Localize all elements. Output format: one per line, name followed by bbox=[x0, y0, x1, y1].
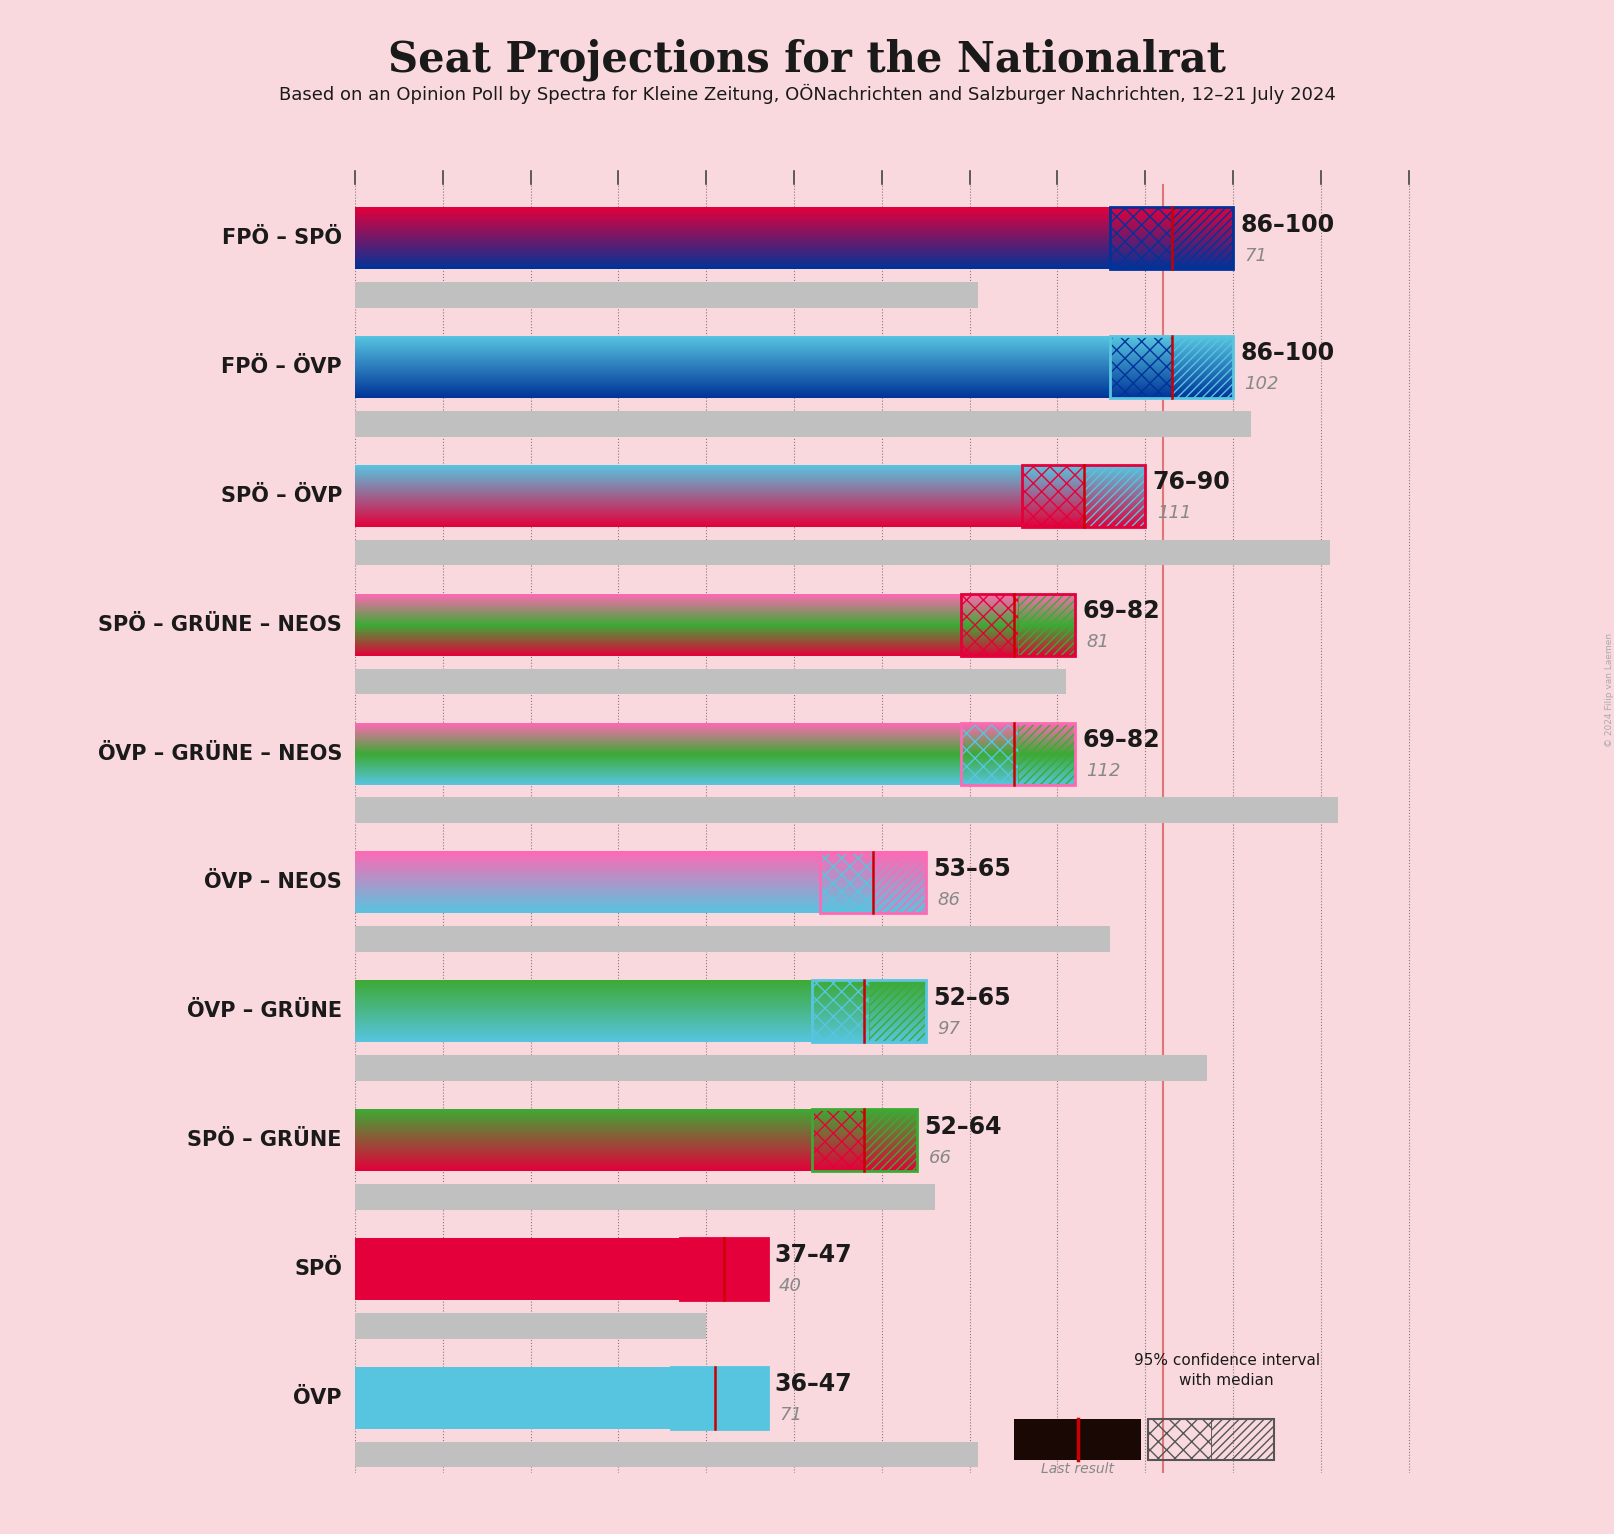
Bar bbox=[355, 1055, 1207, 1081]
Bar bbox=[671, 1367, 768, 1428]
Bar bbox=[868, 980, 926, 1042]
Text: 86–100: 86–100 bbox=[1240, 213, 1335, 236]
Text: 40: 40 bbox=[780, 1278, 802, 1295]
Text: 97: 97 bbox=[938, 1020, 960, 1037]
Bar bbox=[679, 1238, 723, 1299]
Text: Seat Projections for the Nationalrat: Seat Projections for the Nationalrat bbox=[387, 38, 1227, 81]
Text: © 2024 Filip van Laemen: © 2024 Filip van Laemen bbox=[1604, 634, 1614, 747]
Bar bbox=[355, 1313, 707, 1339]
Text: 95% confidence interval
with median: 95% confidence interval with median bbox=[1133, 1353, 1320, 1388]
Text: SPÖ – GRÜNE: SPÖ – GRÜNE bbox=[187, 1131, 342, 1150]
Bar bbox=[355, 282, 978, 308]
Text: 71: 71 bbox=[1244, 247, 1267, 264]
Bar bbox=[820, 851, 873, 913]
Bar bbox=[1210, 1419, 1273, 1460]
Text: 36–47: 36–47 bbox=[775, 1373, 852, 1396]
Bar bbox=[1018, 723, 1075, 784]
Text: 37–47: 37–47 bbox=[775, 1244, 852, 1267]
Text: 66: 66 bbox=[928, 1149, 951, 1166]
Bar bbox=[720, 1367, 768, 1428]
Text: 52–65: 52–65 bbox=[933, 986, 1010, 1009]
Bar bbox=[960, 723, 1018, 784]
Text: ÖVP – GRÜNE – NEOS: ÖVP – GRÜNE – NEOS bbox=[97, 744, 342, 764]
Bar bbox=[812, 1109, 865, 1170]
Bar bbox=[1148, 1419, 1210, 1460]
Bar bbox=[960, 723, 1075, 784]
Bar bbox=[355, 798, 1338, 824]
Text: SPÖ – GRÜNE – NEOS: SPÖ – GRÜNE – NEOS bbox=[98, 615, 342, 635]
Text: 76–90: 76–90 bbox=[1152, 471, 1230, 494]
Bar bbox=[812, 1109, 917, 1170]
Bar bbox=[723, 1238, 768, 1299]
Text: 81: 81 bbox=[1086, 634, 1109, 650]
Bar bbox=[355, 1442, 978, 1468]
Text: FPÖ – SPÖ: FPÖ – SPÖ bbox=[221, 229, 342, 249]
Bar bbox=[355, 411, 1251, 437]
Text: 86–100: 86–100 bbox=[1240, 342, 1335, 365]
Bar bbox=[671, 1367, 720, 1428]
Bar bbox=[960, 594, 1075, 655]
Bar bbox=[355, 1184, 935, 1210]
Text: SPÖ: SPÖ bbox=[294, 1259, 342, 1279]
Text: 111: 111 bbox=[1157, 505, 1191, 522]
Bar bbox=[355, 1367, 768, 1428]
Bar bbox=[812, 980, 868, 1042]
Text: FPÖ – ÖVP: FPÖ – ÖVP bbox=[221, 357, 342, 377]
Bar bbox=[679, 1238, 768, 1299]
Bar bbox=[1110, 336, 1233, 397]
Bar bbox=[1022, 465, 1146, 526]
Bar bbox=[865, 1109, 917, 1170]
Bar bbox=[820, 851, 926, 913]
Bar bbox=[1022, 465, 1085, 526]
Text: Last result: Last result bbox=[1041, 1462, 1114, 1476]
Bar bbox=[1110, 336, 1172, 397]
Bar bbox=[355, 669, 1067, 695]
Bar bbox=[1085, 465, 1146, 526]
Bar bbox=[1148, 1419, 1273, 1460]
Bar bbox=[1018, 594, 1075, 655]
Text: 102: 102 bbox=[1244, 376, 1278, 393]
Bar bbox=[1014, 1419, 1141, 1460]
Text: 53–65: 53–65 bbox=[933, 858, 1010, 881]
Bar bbox=[812, 980, 926, 1042]
Bar bbox=[355, 927, 1110, 953]
Text: 69–82: 69–82 bbox=[1081, 729, 1160, 752]
Text: 86: 86 bbox=[938, 891, 960, 908]
Text: 69–82: 69–82 bbox=[1081, 600, 1160, 623]
Bar bbox=[873, 851, 926, 913]
Bar bbox=[1172, 207, 1233, 268]
Text: 112: 112 bbox=[1086, 762, 1122, 779]
Bar bbox=[355, 540, 1330, 566]
Text: ÖVP – GRÜNE: ÖVP – GRÜNE bbox=[187, 1002, 342, 1022]
Text: SPÖ – ÖVP: SPÖ – ÖVP bbox=[221, 486, 342, 506]
Text: 52–64: 52–64 bbox=[925, 1115, 1002, 1138]
Bar bbox=[355, 1238, 768, 1299]
Bar bbox=[1110, 207, 1233, 268]
Text: ÖVP – NEOS: ÖVP – NEOS bbox=[203, 873, 342, 893]
Text: ÖVP: ÖVP bbox=[294, 1388, 342, 1408]
Bar bbox=[1110, 207, 1172, 268]
Bar bbox=[960, 594, 1018, 655]
Bar bbox=[1172, 336, 1233, 397]
Text: 71: 71 bbox=[780, 1407, 802, 1424]
Text: Based on an Opinion Poll by Spectra for Kleine Zeitung, OÖNachrichten and Salzbu: Based on an Opinion Poll by Spectra for … bbox=[279, 84, 1335, 104]
